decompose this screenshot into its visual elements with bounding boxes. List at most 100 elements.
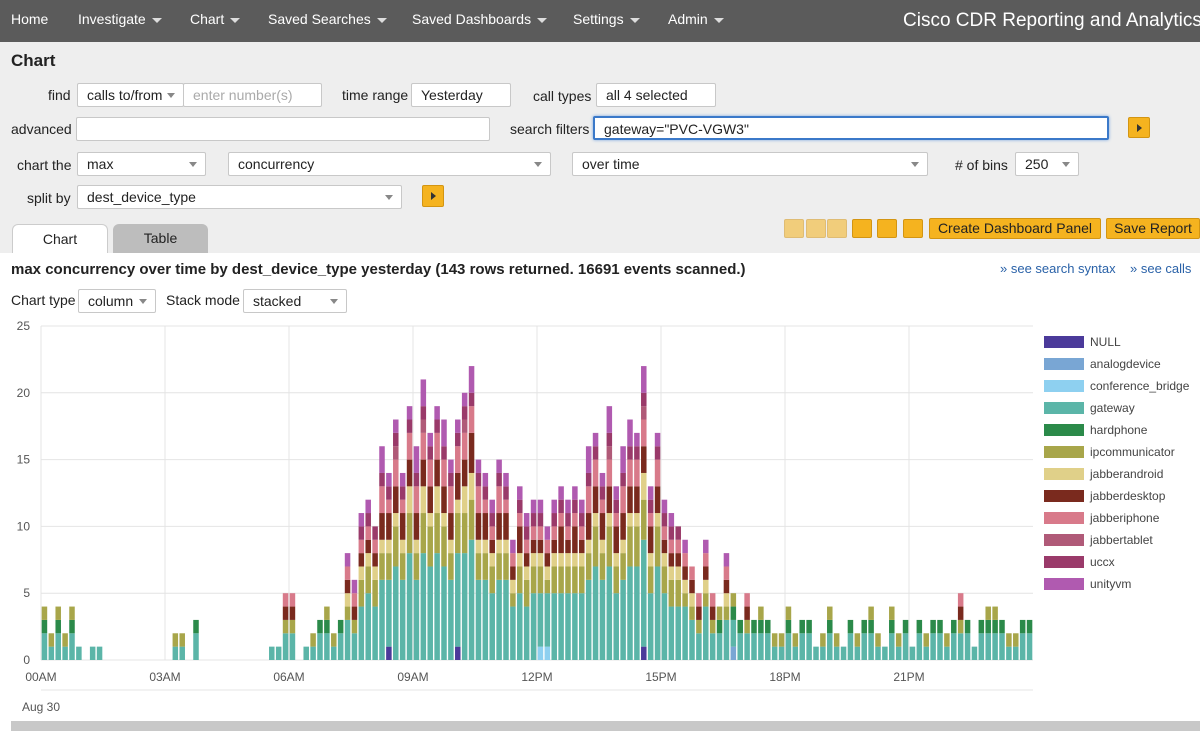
bar-segment [468, 472, 475, 500]
x-tick-label: 18PM [769, 670, 800, 684]
bar-segment [606, 566, 613, 660]
nav-item[interactable]: Saved Searches [268, 11, 387, 27]
bar-segment [675, 579, 681, 607]
bar-segment [510, 566, 516, 580]
select[interactable]: stacked [243, 289, 347, 313]
tab-active[interactable]: Chart [12, 224, 108, 253]
bar-segment [461, 419, 468, 433]
run-button[interactable] [1128, 117, 1150, 138]
bar-segment [572, 499, 578, 514]
nav-item[interactable]: Investigate [78, 11, 162, 27]
stop-button[interactable] [806, 219, 826, 238]
link[interactable]: » see search syntax [1000, 261, 1116, 276]
input[interactable] [76, 117, 490, 141]
x-tick-label: 06AM [273, 670, 304, 684]
bar-segment [172, 633, 179, 647]
bar-segment [847, 633, 854, 660]
nav-item[interactable]: Home [11, 11, 49, 27]
bar-segment [730, 619, 737, 647]
bar-segment [765, 619, 771, 634]
bar-segment [792, 633, 799, 647]
bar-segment [434, 513, 440, 554]
bar-segment [778, 646, 785, 660]
nav-item[interactable]: Saved Dashboards [412, 11, 547, 27]
bar-segment [351, 606, 358, 620]
bar-segment [606, 459, 613, 487]
bar-segment [393, 419, 399, 433]
download-button[interactable] [877, 219, 897, 238]
create-panel-button[interactable]: Create Dashboard Panel [929, 218, 1101, 239]
bar-segment [372, 539, 378, 554]
bar-segment [441, 419, 447, 447]
bar-segment [489, 593, 495, 660]
bar-segment [503, 579, 509, 660]
bar-segment [599, 553, 606, 580]
input[interactable]: enter number(s) [183, 83, 322, 107]
bar-segment [820, 646, 826, 660]
bar-segment [551, 526, 557, 540]
bar-segment [579, 513, 585, 527]
select[interactable]: concurrency [228, 152, 551, 176]
bar-segment [675, 566, 681, 580]
bar-segment [461, 392, 468, 407]
nav-item[interactable]: Chart [190, 11, 240, 27]
bar-segment [668, 539, 675, 554]
link[interactable]: » see calls [1130, 261, 1192, 276]
bar-segment [627, 486, 633, 514]
bar-segment [778, 633, 785, 647]
bar-segment [682, 606, 688, 660]
nav-item[interactable]: Admin [668, 11, 724, 27]
select[interactable]: calls to/from [77, 83, 184, 107]
input[interactable]: all 4 selected [596, 83, 716, 107]
save-report-button[interactable]: Save Report [1106, 218, 1200, 239]
y-tick-label: 5 [23, 586, 30, 600]
bar-segment [427, 486, 433, 514]
bar-segment [475, 486, 482, 514]
bar-segment [675, 526, 681, 540]
print-button[interactable] [903, 219, 923, 238]
bar-segment [489, 513, 495, 527]
bar-segment [661, 526, 668, 540]
nav-item[interactable]: Settings [573, 11, 640, 27]
bar-segment [379, 553, 385, 580]
bar-segment [909, 646, 916, 660]
bar-segment [386, 579, 392, 647]
bar-segment [565, 553, 571, 567]
bar-segment [434, 419, 440, 433]
bar-segment [517, 566, 523, 594]
select[interactable]: dest_device_type [77, 185, 402, 209]
bar-segment [675, 553, 681, 567]
bar-segment [358, 539, 365, 554]
bar-segment [668, 526, 675, 540]
bar-segment [386, 539, 392, 554]
select[interactable]: column [78, 289, 156, 313]
bar-segment [448, 513, 454, 540]
pause-button[interactable] [784, 219, 804, 238]
cancel-button[interactable] [827, 219, 847, 238]
bar-segment [654, 446, 661, 460]
bar-segment [723, 606, 730, 620]
x-tick-label: 12PM [521, 670, 552, 684]
bar-segment [331, 633, 337, 647]
bar-segment [482, 579, 489, 660]
select[interactable]: max [77, 152, 206, 176]
bar-segment [489, 553, 495, 567]
bar-segment [482, 472, 489, 487]
bar-segment [434, 486, 440, 514]
bar-segment [606, 432, 613, 447]
bar-segment [599, 539, 606, 554]
select[interactable]: 250 [1015, 152, 1079, 176]
select[interactable]: over time [572, 152, 928, 176]
bar-segment [358, 553, 365, 567]
bar-segment [193, 619, 199, 634]
bar-segment [978, 633, 985, 660]
run-button[interactable] [422, 185, 444, 207]
bar-segment [372, 566, 378, 580]
input[interactable]: Yesterday [411, 83, 511, 107]
bar-segment [592, 526, 599, 567]
bar-segment [689, 606, 695, 620]
icon-button[interactable] [852, 219, 872, 238]
bar-segment [489, 499, 495, 514]
input[interactable]: gateway="PVC-VGW3" [593, 116, 1109, 140]
tab[interactable]: Table [113, 224, 208, 253]
